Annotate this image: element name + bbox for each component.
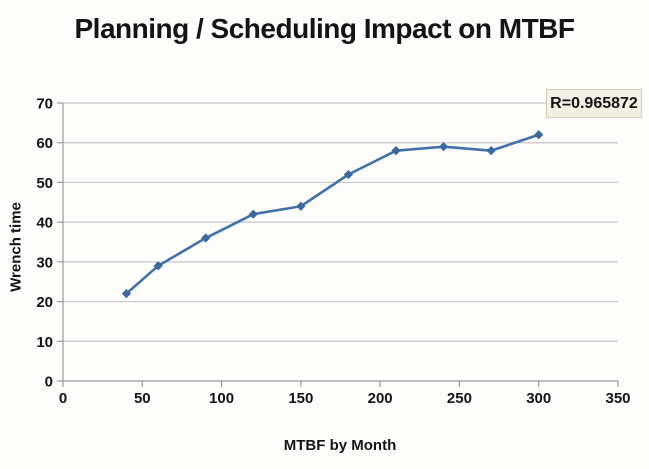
y-tick-label-40: 40 [36, 215, 53, 232]
x-tick-label-250: 250 [447, 390, 472, 407]
data-point-marker [391, 146, 401, 156]
y-tick-label-70: 70 [36, 96, 53, 113]
x-tick-label-50: 50 [134, 390, 151, 407]
data-point-marker [343, 169, 354, 180]
data-point-marker [486, 146, 496, 156]
x-axis-title: MTBF by Month [283, 437, 397, 454]
x-tick-label-300: 300 [526, 390, 551, 407]
y-tick-label-0: 0 [45, 374, 53, 391]
data-point-marker [438, 142, 449, 152]
series-line [125, 133, 541, 295]
r-value-label: R=0.965872 [546, 89, 642, 118]
y-tick-label-30: 30 [36, 254, 53, 271]
data-point-marker [153, 261, 163, 271]
chart-title: Planning / Scheduling Impact on MTBF [74, 13, 576, 44]
data-point-marker [201, 233, 211, 243]
y-axis-title: Wrench time [7, 202, 25, 292]
y-tick-label-60: 60 [36, 135, 53, 152]
x-tick-label-150: 150 [288, 390, 313, 407]
x-tick-label-0: 0 [59, 390, 67, 407]
data-point-marker [121, 289, 132, 299]
y-tick-label-20: 20 [36, 294, 53, 311]
y-tick-label-10: 10 [36, 334, 53, 351]
x-tick-label-350: 350 [605, 390, 630, 407]
data-point-marker [534, 130, 544, 140]
data-point-marker [248, 209, 258, 219]
y-tick-label-50: 50 [36, 175, 53, 192]
data-point-marker [296, 201, 306, 211]
x-tick-label-200: 200 [368, 390, 393, 407]
x-tick-label-100: 100 [209, 390, 234, 407]
